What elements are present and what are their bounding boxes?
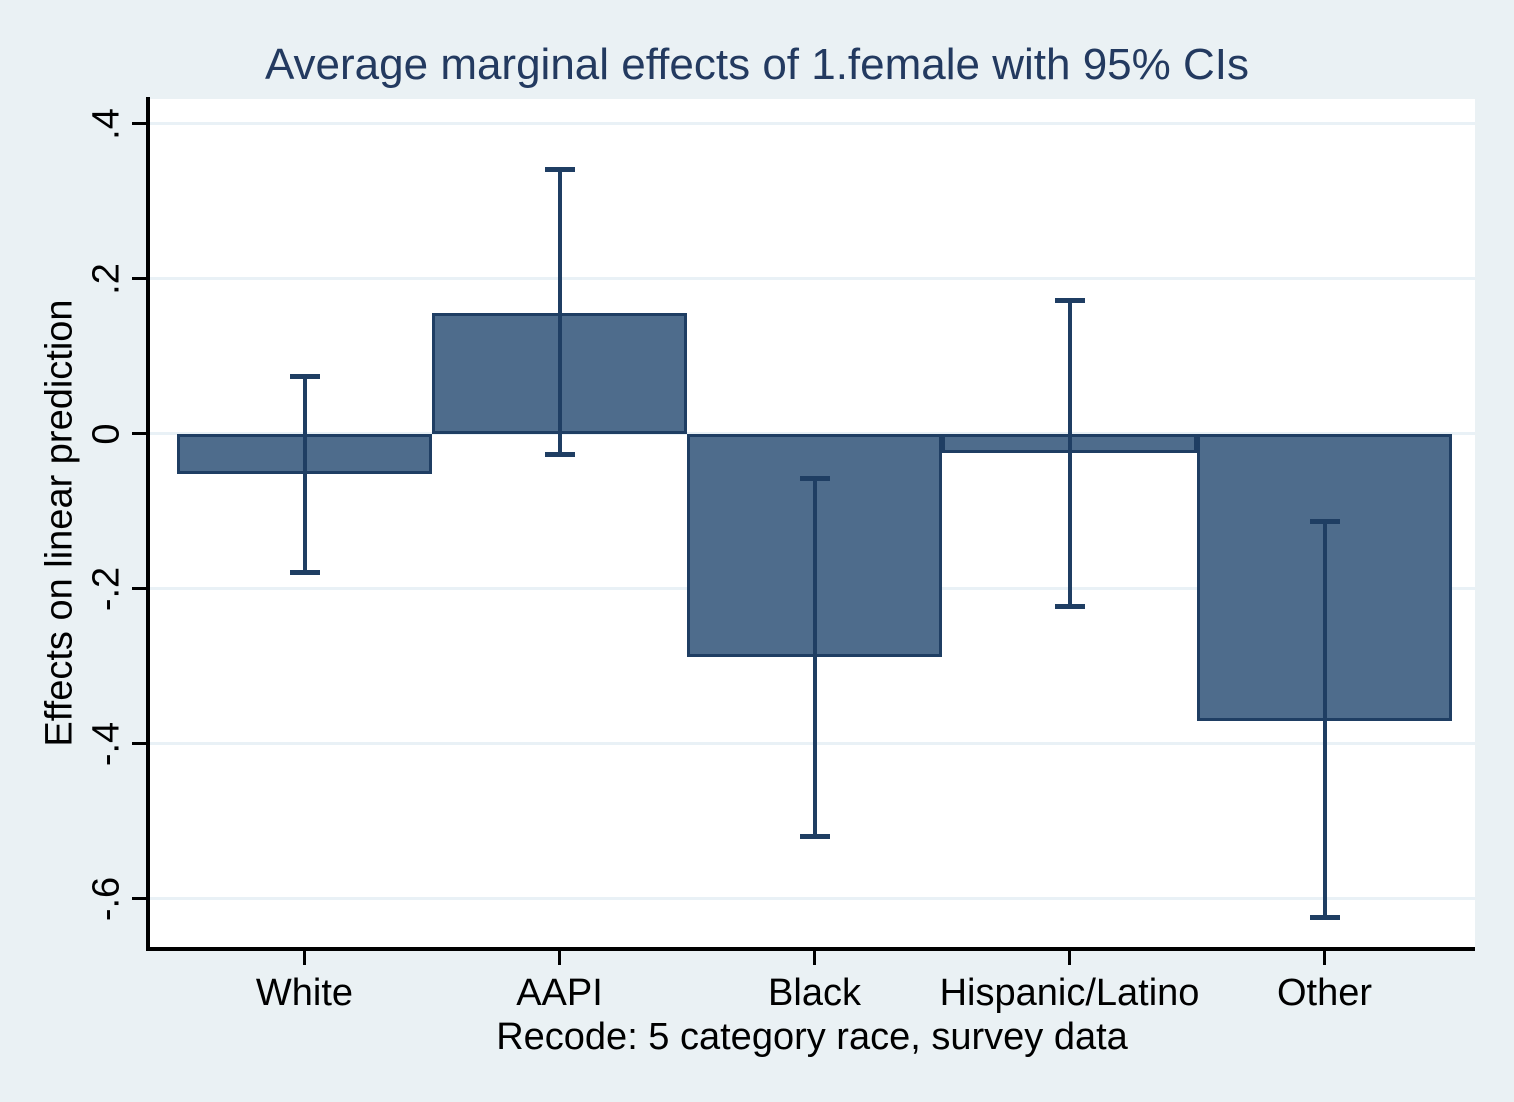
x-tick-label: Hispanic/Latino	[939, 972, 1200, 1014]
ci-cap-top	[799, 476, 830, 482]
plot-area	[150, 99, 1475, 947]
x-tick-label: Other	[1276, 972, 1373, 1014]
y-tick-label: 0	[85, 423, 128, 445]
y-tick-label: .4	[85, 107, 128, 140]
x-tick	[558, 951, 561, 965]
y-tick-label: -.6	[85, 876, 128, 922]
ci-whisker	[1067, 299, 1072, 607]
x-tick-label: Black	[768, 972, 861, 1014]
gridline	[150, 277, 1475, 281]
x-tick	[303, 951, 306, 965]
y-tick	[132, 432, 146, 436]
y-tick	[132, 587, 146, 591]
y-tick-label: -.4	[85, 721, 128, 767]
x-axis-title: Recode: 5 category race, survey data	[496, 1016, 1128, 1058]
y-axis-title: Effects on linear prediction	[38, 299, 81, 747]
ci-cap-top	[1054, 297, 1085, 303]
gridline	[150, 122, 1475, 126]
ci-cap-top	[1309, 518, 1340, 524]
x-axis-line	[146, 947, 1475, 951]
y-tick	[132, 277, 146, 281]
x-tick	[1323, 951, 1326, 965]
gridline	[150, 897, 1475, 901]
ci-cap-bottom	[544, 451, 575, 457]
ci-cap-bottom	[799, 833, 830, 839]
ci-cap-top	[289, 374, 320, 380]
y-tick	[132, 122, 146, 126]
x-tick-label: AAPI	[516, 972, 603, 1014]
x-tick-label: White	[255, 972, 354, 1014]
ci-cap-bottom	[1054, 603, 1085, 609]
y-tick	[132, 742, 146, 746]
x-tick	[1068, 951, 1071, 965]
ci-cap-top	[544, 166, 575, 172]
ci-whisker	[1322, 520, 1327, 919]
ci-cap-bottom	[1309, 915, 1340, 921]
y-tick-label: -.2	[85, 566, 128, 612]
y-tick	[132, 897, 146, 901]
x-tick	[813, 951, 816, 965]
y-axis-line	[146, 97, 150, 951]
y-tick-label: .2	[85, 262, 128, 295]
ci-whisker	[302, 376, 307, 573]
ci-cap-bottom	[289, 569, 320, 575]
chart-title: Average marginal effects of 1.female wit…	[265, 40, 1249, 89]
ci-whisker	[812, 478, 817, 837]
ci-whisker	[557, 168, 562, 455]
